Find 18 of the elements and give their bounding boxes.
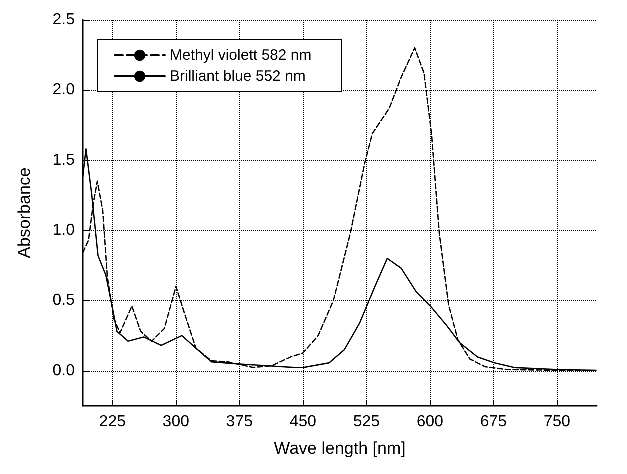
y-tick-label: 0.5 xyxy=(52,292,76,310)
legend-label: Brilliant blue 552 nm xyxy=(170,68,306,85)
y-tick-label: 2.0 xyxy=(52,82,76,99)
x-axis-title: Wave length [nm] xyxy=(274,439,406,458)
y-tick-label: 0.0 xyxy=(52,362,76,380)
x-tick-label: 600 xyxy=(416,414,444,430)
y-tick-label: 1.0 xyxy=(52,222,76,240)
x-tick-label: 375 xyxy=(226,414,254,430)
x-tick-label: 750 xyxy=(544,414,571,430)
y-axis-title: Absorbance xyxy=(15,168,34,258)
x-tick-label: 525 xyxy=(353,414,380,430)
legend-label: Methyl violett 582 nm xyxy=(170,47,312,64)
x-tick-label: 300 xyxy=(162,414,190,430)
y-tick-label: 2.5 xyxy=(52,12,76,28)
y-tick-label: 1.5 xyxy=(52,152,76,169)
x-tick-label: 450 xyxy=(290,414,317,430)
x-tick-label: 225 xyxy=(99,414,126,430)
x-tick-label: 675 xyxy=(480,414,508,430)
